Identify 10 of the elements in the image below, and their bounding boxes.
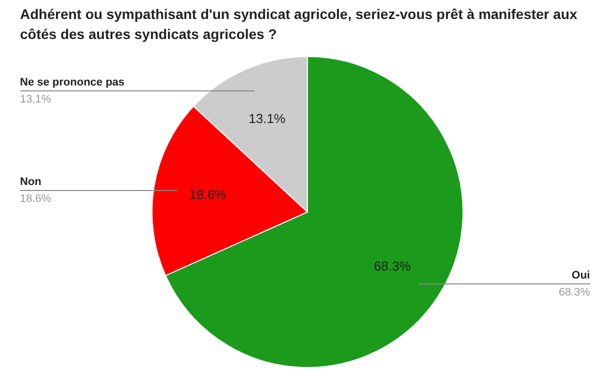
data-label: 68.3% bbox=[374, 258, 412, 274]
chart-title: Adhérent ou sympathisant d'un syndicat agricole, seriez-vous prêt à manifester aux côtés des autres syndicats agricoles ? bbox=[20, 5, 578, 44]
slice-label: Ne se prononce pas bbox=[20, 76, 125, 88]
text: 13.1% bbox=[20, 93, 52, 106]
slice-label: Non bbox=[20, 176, 42, 188]
text: 18.6% bbox=[20, 193, 52, 206]
text: 68.3% bbox=[558, 286, 590, 298]
slice-label: Oui bbox=[572, 269, 590, 282]
data-label: 18.6% bbox=[189, 187, 227, 202]
data-label: 13.1% bbox=[248, 110, 286, 126]
